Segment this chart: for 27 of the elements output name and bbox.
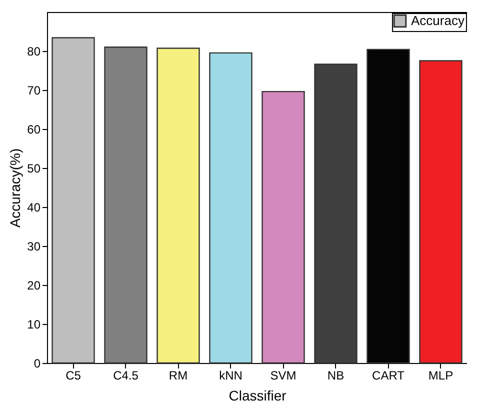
legend-label: Accuracy — [411, 13, 465, 28]
y-tick-label: 60 — [27, 122, 41, 136]
y-tick-label: 50 — [27, 162, 41, 176]
x-tick-label: C4.5 — [113, 368, 139, 382]
x-axis-title: Classifier — [228, 388, 287, 404]
bar — [262, 90, 305, 364]
bar — [314, 64, 358, 364]
x-tick-label: RM — [168, 368, 188, 382]
y-tick-label: 10 — [27, 318, 41, 332]
y-tick-label: 30 — [27, 240, 41, 254]
bar — [209, 52, 252, 364]
bar — [156, 48, 200, 364]
y-tick-label: 80 — [27, 44, 41, 58]
x-tick-label: NB — [327, 368, 344, 382]
x-tick-label: SVM — [270, 368, 296, 382]
bar — [104, 46, 148, 364]
y-tick-label: 70 — [27, 84, 41, 98]
x-tick-label: MLP — [428, 368, 454, 382]
y-axis-title: Accuracy(%) — [7, 148, 24, 228]
x-tick-label: kNN — [219, 368, 242, 382]
bar — [419, 60, 462, 364]
x-tick-label: CART — [372, 368, 406, 382]
y-tick-label: 0 — [34, 356, 41, 370]
y-tick-label: 40 — [27, 200, 41, 214]
x-tick-label: C5 — [66, 368, 82, 382]
y-tick-label: 20 — [27, 278, 41, 292]
bar — [52, 37, 95, 364]
